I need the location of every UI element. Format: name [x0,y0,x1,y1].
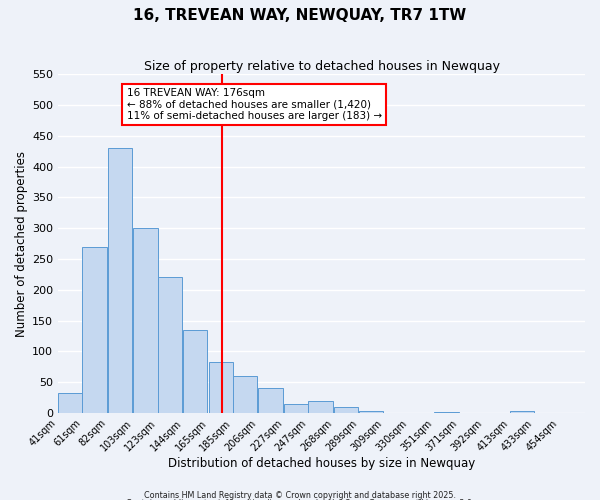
Bar [58,392,82,413]
Bar [133,228,158,413]
Bar [158,278,182,413]
Bar [510,411,534,413]
Bar [434,412,459,413]
Text: Contains public sector information licensed under the Open Government Licence v3: Contains public sector information licen… [126,499,474,500]
Text: 16, TREVEAN WAY, NEWQUAY, TR7 1TW: 16, TREVEAN WAY, NEWQUAY, TR7 1TW [133,8,467,22]
Bar [183,330,208,413]
Bar [334,407,358,413]
Bar [209,362,233,413]
Title: Size of property relative to detached houses in Newquay: Size of property relative to detached ho… [143,60,500,73]
Y-axis label: Number of detached properties: Number of detached properties [15,150,28,336]
Bar [108,148,132,413]
Bar [233,376,257,413]
Bar [259,388,283,413]
Bar [359,411,383,413]
Bar [308,400,332,413]
X-axis label: Distribution of detached houses by size in Newquay: Distribution of detached houses by size … [168,457,475,470]
Text: Contains HM Land Registry data © Crown copyright and database right 2025.: Contains HM Land Registry data © Crown c… [144,490,456,500]
Text: 16 TREVEAN WAY: 176sqm
← 88% of detached houses are smaller (1,420)
11% of semi-: 16 TREVEAN WAY: 176sqm ← 88% of detached… [127,88,382,121]
Bar [284,404,308,413]
Bar [82,246,107,413]
